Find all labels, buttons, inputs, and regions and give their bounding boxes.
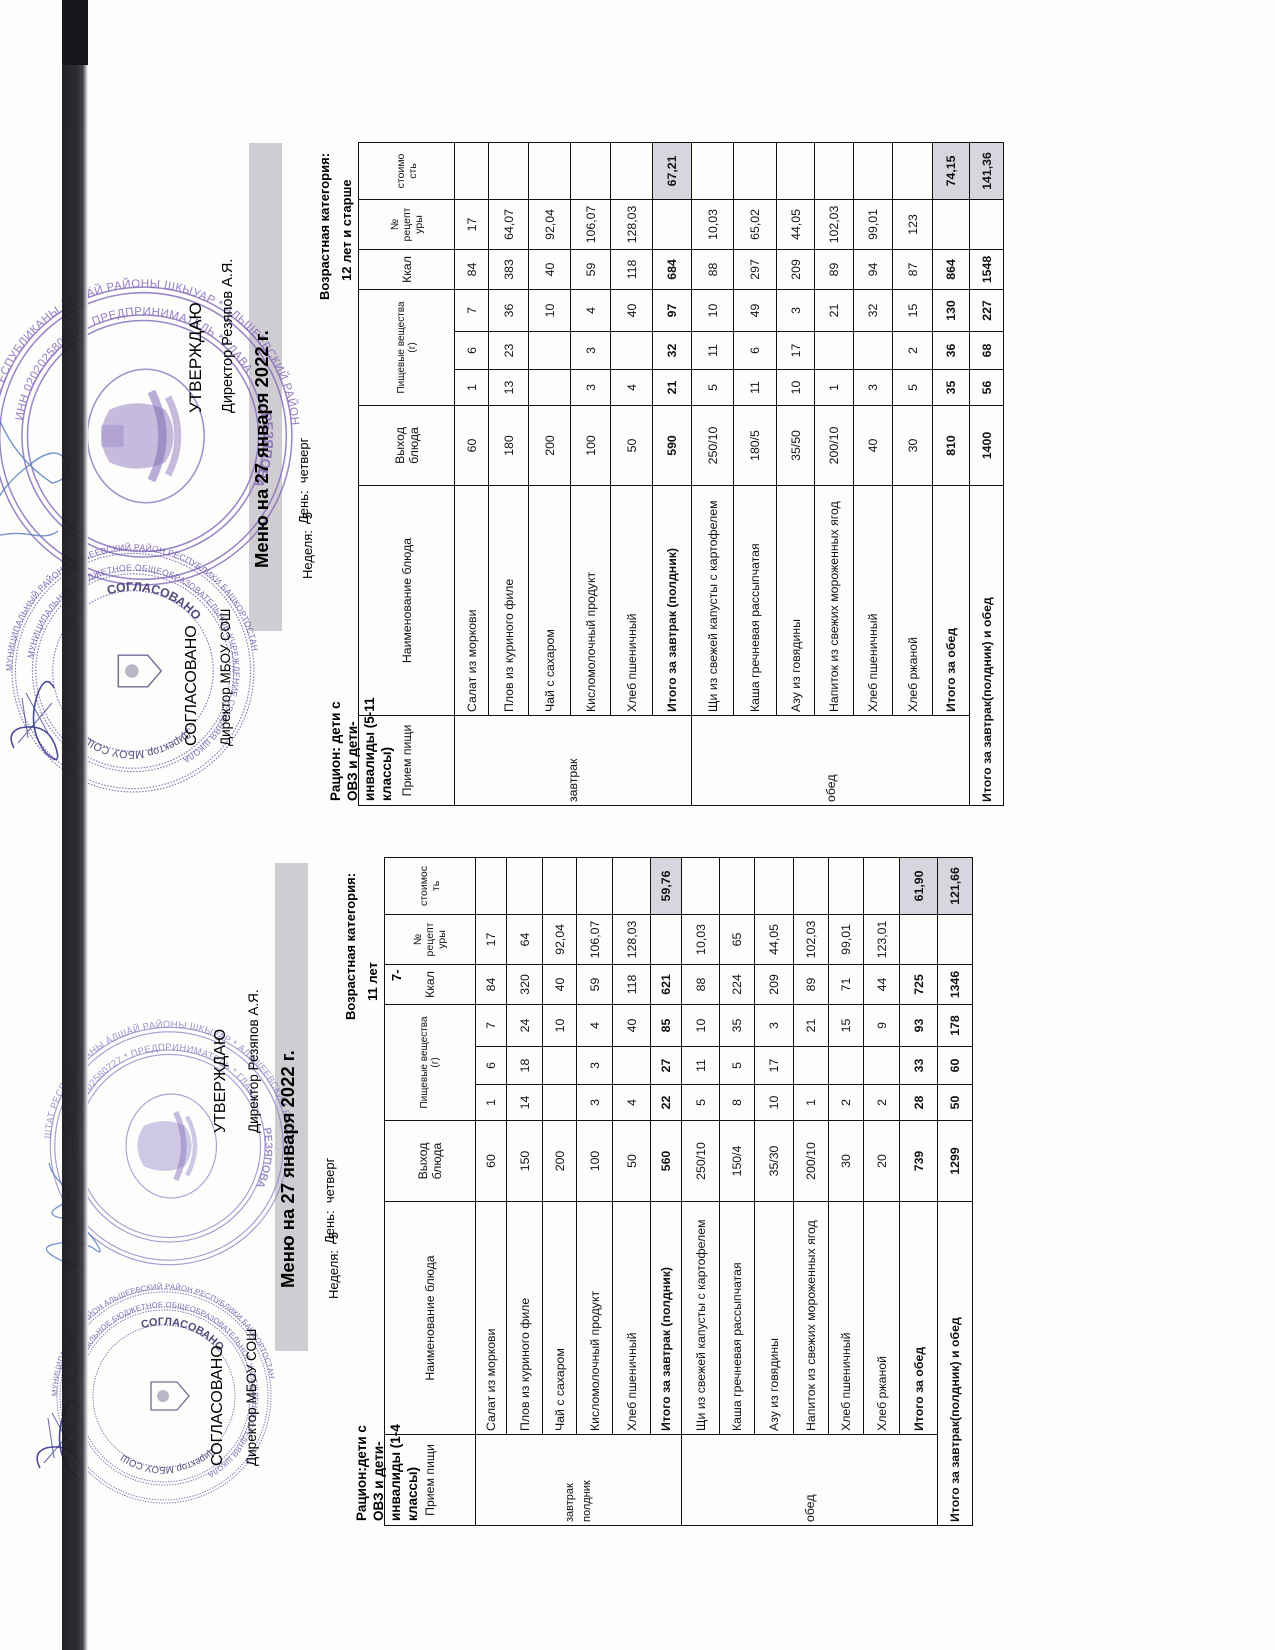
svg-text:Директор МБОУ СОШ: Директор МБОУ СОШ bbox=[119, 1446, 218, 1476]
svg-text:Директор МБОУ СОШ: Директор МБОУ СОШ bbox=[82, 727, 193, 760]
svg-text:РЕЗЯПОВА: РЕЗЯПОВА bbox=[253, 1127, 274, 1190]
